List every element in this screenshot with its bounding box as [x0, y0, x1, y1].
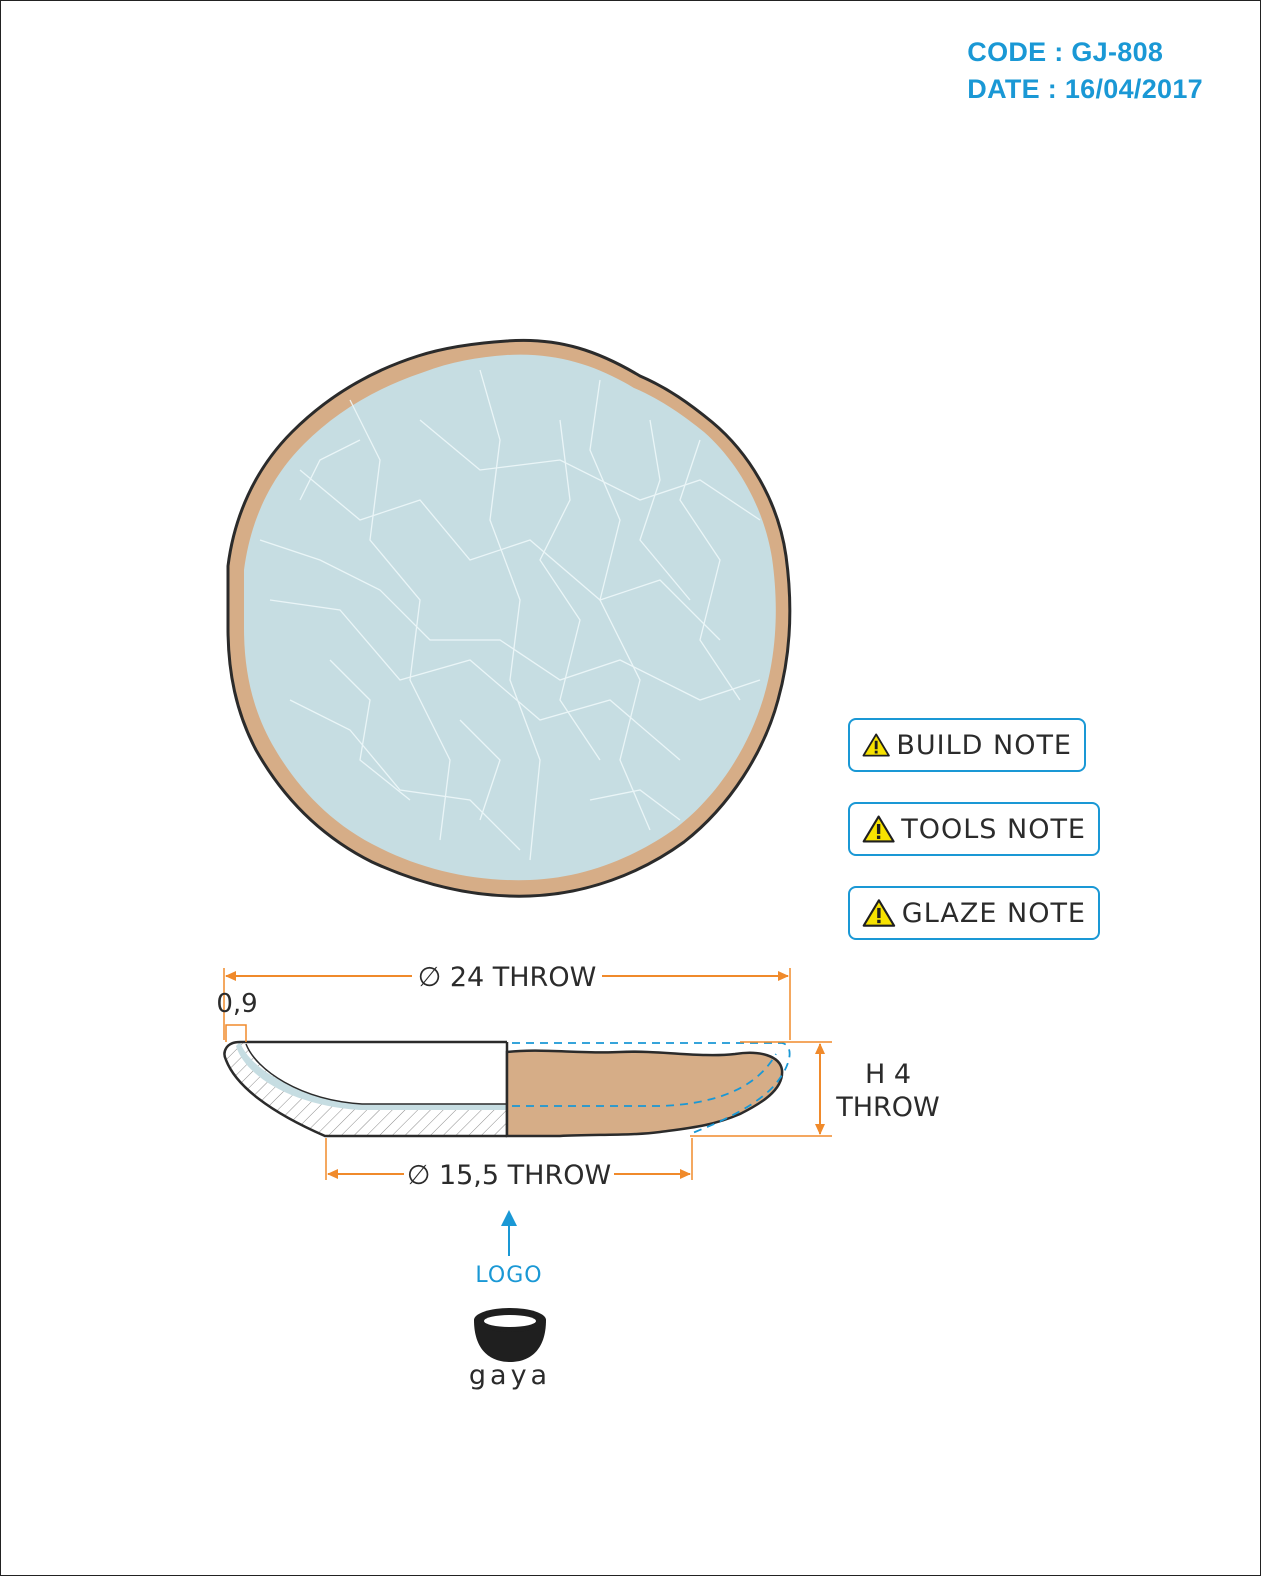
header-block: CODE : GJ-808 DATE : 16/04/2017 [967, 34, 1203, 108]
hidden-line-inner [512, 1053, 777, 1107]
tools-note-label: TOOLS NOTE [901, 813, 1086, 845]
build-note-label: BUILD NOTE [896, 729, 1072, 761]
tools-note-button[interactable]: TOOLS NOTE [848, 802, 1100, 856]
dimension-base-diameter: ∅ 15,5 THROW [325, 1138, 693, 1191]
date-text: DATE : 16/04/2017 [967, 74, 1203, 104]
height-label-line1: H 4 [865, 1059, 911, 1090]
warning-icon [862, 899, 896, 927]
outer-diameter-label: ∅ 24 THROW [418, 962, 597, 993]
code-text: CODE : GJ-808 [967, 37, 1164, 67]
brand-name: gaya [469, 1360, 551, 1391]
glaze-note-button[interactable]: GLAZE NOTE [848, 886, 1100, 940]
dimension-outer-diameter: ∅ 24 THROW [223, 962, 791, 1040]
section-inner-line [245, 1043, 507, 1105]
crackle-pattern [259, 369, 761, 861]
logo-pointer-label: LOGO [475, 1263, 542, 1288]
plate-section-view [223, 1040, 791, 1138]
base-diameter-label: ∅ 15,5 THROW [407, 1160, 611, 1191]
build-note-button[interactable]: BUILD NOTE [848, 718, 1086, 772]
plate-top-view [226, 338, 792, 898]
gaya-logo-icon [474, 1308, 546, 1362]
logo-pointer: LOGO [475, 1210, 542, 1288]
height-label-line2: THROW [835, 1092, 940, 1123]
warning-icon [862, 815, 895, 843]
rim-thickness-label: 0,9 [216, 989, 257, 1019]
plate-glaze [244, 354, 776, 881]
hidden-line-rim [512, 1042, 791, 1135]
section-glaze-layer [236, 1042, 507, 1110]
warning-icon [862, 733, 890, 757]
glaze-note-label: GLAZE NOTE [901, 897, 1086, 929]
arrow-up-icon [501, 1210, 517, 1226]
dimension-rim-thickness: 0,9 [216, 989, 258, 1042]
section-inner-surface [246, 1042, 507, 1104]
section-outline [223, 1040, 507, 1138]
exterior-view [505, 1049, 784, 1138]
dimension-height: H 4 THROW [690, 1041, 940, 1137]
